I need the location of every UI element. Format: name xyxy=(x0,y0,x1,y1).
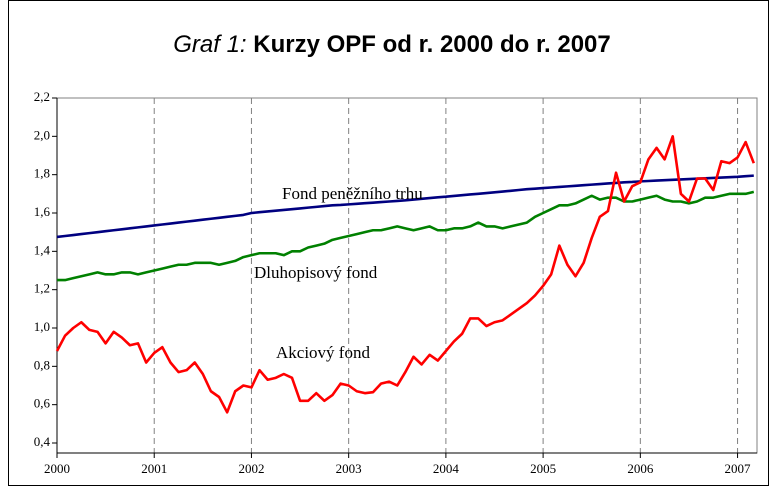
x-tick-label: 2006 xyxy=(627,461,654,476)
x-tick-label: 2005 xyxy=(530,461,556,476)
y-tick-label: 0,4 xyxy=(34,434,51,449)
x-tick-label: 2004 xyxy=(433,461,460,476)
y-tick-label: 1,6 xyxy=(34,204,51,219)
y-tick-label: 1,0 xyxy=(34,319,50,334)
title-prefix: Graf 1: xyxy=(173,31,246,58)
series-line xyxy=(56,174,754,239)
y-tick-label: 2,2 xyxy=(34,89,50,104)
y-tick-label: 2,0 xyxy=(34,127,50,142)
series-label: Akciový fond xyxy=(276,343,370,362)
title-text: Kurzy OPF od r. 2000 do r. 2007 xyxy=(253,31,610,58)
series-line xyxy=(55,135,756,414)
y-tick-label: 0,6 xyxy=(34,396,51,411)
series-line xyxy=(57,190,755,282)
series-label: Fond peněžního trhu xyxy=(282,184,423,203)
y-tick-label: 1,2 xyxy=(34,281,50,296)
y-tick-label: 1,8 xyxy=(34,166,50,181)
x-tick-label: 2007 xyxy=(725,461,752,476)
x-tick-label: 2002 xyxy=(238,461,264,476)
x-tick-label: 2003 xyxy=(336,461,362,476)
y-tick-label: 0,8 xyxy=(34,357,50,372)
chart-frame xyxy=(8,0,769,486)
chart-title: Graf 1: Kurzy OPF od r. 2000 do r. 2007 xyxy=(173,31,611,58)
x-tick-label: 2001 xyxy=(141,461,167,476)
y-tick-label: 1,4 xyxy=(34,242,51,257)
series-label: Dluhopisový fond xyxy=(254,263,378,282)
x-tick-label: 2000 xyxy=(44,461,70,476)
